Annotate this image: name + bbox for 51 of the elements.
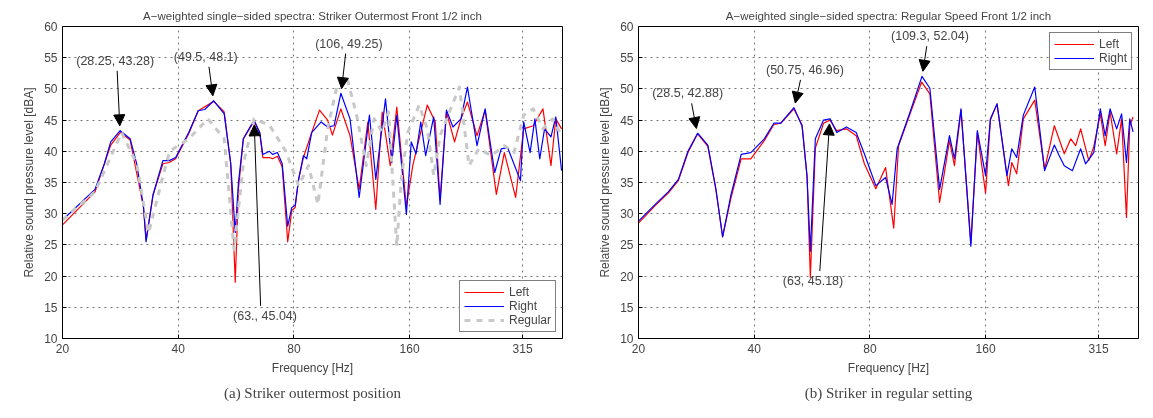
legend-label: Regular [508,313,551,327]
y-tick-label: 60 [44,20,58,34]
x-tick-label: 80 [863,341,877,356]
legend-label: Left [508,285,529,299]
y-tick-label: 45 [44,113,58,128]
y-tick-label: 10 [44,332,58,346]
y-tick-label: 20 [44,269,58,284]
text: (a) Striker outermost position [223,384,402,402]
y-tick-label: 30 [620,207,634,222]
annotation: (109.3, 52.04) [891,29,969,44]
chart-title: A−weighted single−sided spectra: Striker Outermost Front 1/2 inch [143,9,482,22]
x-axis-title: Frequency [Hz] [847,360,930,375]
annotation: (63, 45.18) [782,273,844,288]
x-tick-label: 160 [975,341,996,356]
x-tick-label: 315 [1088,341,1109,356]
y-tick-label: 55 [620,51,634,66]
x-tick-label: 80 [287,341,301,356]
annotation: (63., 45.04) [233,308,297,323]
y-tick-label: 30 [44,207,58,222]
y-tick-label: 40 [44,144,58,159]
annotation: (28.5, 42.88) [652,86,724,101]
y-axis-title: Relative sound pressure level [dBA] [22,87,37,278]
x-tick-label: 315 [512,341,533,356]
y-tick-label: 50 [620,82,634,97]
y-tick-label: 25 [620,238,634,253]
legend-label: Left [1098,37,1119,51]
legend-label: Right [1098,51,1127,65]
x-tick-label: 40 [747,341,762,356]
x-tick-label: 160 [399,341,420,356]
text: (b) Striker in regular setting [804,384,973,402]
annotation: (28.25, 43.28) [76,53,155,68]
y-tick-label: 45 [620,113,634,128]
y-tick-label: 35 [620,176,634,190]
y-tick-label: 15 [44,300,58,315]
y-tick-label: 55 [44,51,58,66]
y-tick-label: 10 [620,332,634,346]
y-tick-label: 20 [620,269,634,284]
legend-label: Right [508,299,537,313]
y-tick-label: 40 [620,144,634,159]
y-tick-label: 15 [620,300,634,315]
y-tick-label: 60 [620,20,634,34]
annotation: (49.5, 48.1) [173,49,238,64]
annotation: (106, 49.25) [315,36,383,51]
y-tick-label: 25 [44,238,58,253]
y-axis-title: Relative sound pressure level [dBA] [598,87,613,278]
chart-title: A−weighted single−sided spectra: Regular Speed Front 1/2 inch [725,9,1052,22]
x-tick-label: 40 [171,341,186,356]
x-axis-title: Frequency [Hz] [271,360,354,375]
y-tick-label: 50 [44,82,58,97]
y-tick-label: 35 [44,176,58,190]
annotation: (50.75, 46.96) [766,62,844,77]
